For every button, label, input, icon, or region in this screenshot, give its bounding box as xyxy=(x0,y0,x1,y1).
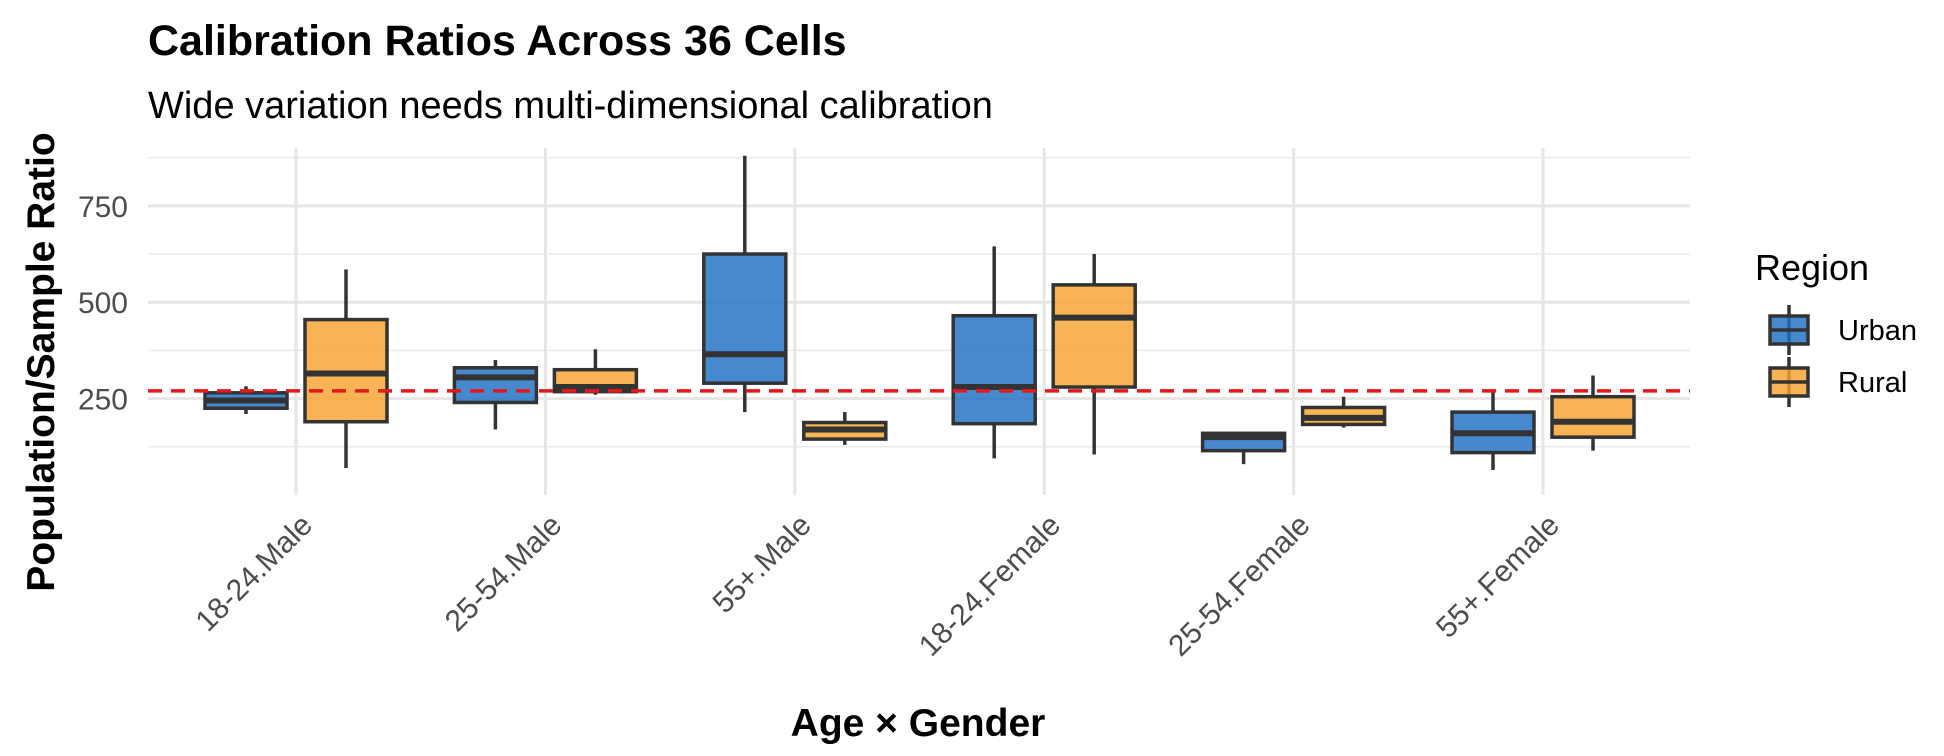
box-urban-55+.Female xyxy=(1450,390,1536,470)
chart-subtitle: Wide variation needs multi-dimensional c… xyxy=(148,85,993,127)
x-tick-label: 18-24.Male xyxy=(189,509,318,638)
legend-title: Region xyxy=(1755,247,1869,288)
legend-label-rural: Rural xyxy=(1838,367,1907,399)
box-body xyxy=(1051,283,1137,389)
box-rural-25-54.Female xyxy=(1300,396,1387,428)
grid xyxy=(148,148,1690,495)
box-body xyxy=(951,313,1037,426)
box-urban-55+.Male xyxy=(702,155,788,413)
box-body xyxy=(452,366,539,405)
y-axis-ticks: 250 500 750 xyxy=(78,191,128,417)
box-body xyxy=(702,252,788,385)
box-rural-25-54.Male xyxy=(552,349,639,395)
box-urban-25-54.Male xyxy=(452,360,539,430)
box-rural-55+.Male xyxy=(802,412,888,445)
chart-title: Calibration Ratios Across 36 Cells xyxy=(148,17,847,65)
box-urban-25-54.Female xyxy=(1200,431,1287,465)
legend: Region Urban Rural xyxy=(1755,247,1917,407)
x-axis-ticks: 18-24.Male 25-54.Male 55+.Male 18-24.Female… xyxy=(189,509,1565,663)
x-tick-label: 55+.Male xyxy=(707,509,818,620)
legend-item-rural: Rural xyxy=(1768,357,1907,407)
box-urban-18-24.Female xyxy=(951,246,1037,459)
y-tick-label: 750 xyxy=(78,191,128,224)
box-body xyxy=(1550,394,1636,439)
box-rural-55+.Female xyxy=(1550,375,1636,451)
legend-label-urban: Urban xyxy=(1838,315,1917,347)
x-tick-label: 25-54.Male xyxy=(439,509,568,638)
x-tick-label: 18-24.Female xyxy=(913,509,1067,663)
x-tick-label: 25-54.Female xyxy=(1162,509,1316,663)
box-rural-18-24.Female xyxy=(1051,254,1137,455)
x-tick-label: 55+.Female xyxy=(1430,509,1566,645)
x-axis-title: Age × Gender xyxy=(791,702,1046,745)
box-rural-18-24.Male xyxy=(303,269,389,469)
legend-item-urban: Urban xyxy=(1768,305,1917,355)
y-tick-label: 500 xyxy=(78,287,128,320)
boxplots xyxy=(203,155,1636,470)
y-tick-label: 250 xyxy=(78,384,128,417)
y-axis-title: Population/Sample Ratio xyxy=(20,132,63,591)
